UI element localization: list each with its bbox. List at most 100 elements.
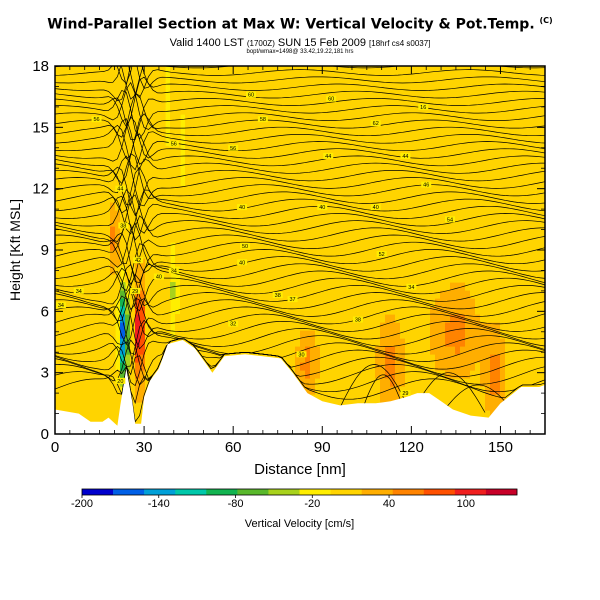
velocity-cell (425, 186, 431, 195)
velocity-cell (120, 290, 126, 299)
velocity-cell (275, 98, 281, 107)
velocity-cell (140, 138, 146, 147)
velocity-cell (240, 66, 246, 75)
velocity-cell (445, 362, 451, 371)
velocity-cell (240, 322, 246, 331)
velocity-cell (480, 274, 486, 283)
velocity-cell (285, 274, 291, 283)
velocity-cell (255, 170, 261, 179)
velocity-cell (280, 258, 286, 267)
velocity-cell (100, 314, 106, 323)
velocity-cell (250, 194, 256, 203)
velocity-cell (415, 258, 421, 267)
velocity-cell (495, 202, 501, 211)
velocity-cell (530, 122, 536, 131)
velocity-cell (290, 354, 296, 363)
velocity-cell (205, 114, 211, 123)
velocity-cell (215, 82, 221, 91)
velocity-cell (490, 258, 496, 267)
velocity-cell (325, 282, 331, 291)
velocity-cell (100, 210, 106, 219)
velocity-cell (475, 146, 481, 155)
velocity-cell (80, 370, 86, 379)
velocity-cell (85, 330, 91, 339)
velocity-cell (140, 186, 146, 195)
velocity-cell (515, 138, 521, 147)
velocity-cell (370, 370, 376, 379)
velocity-cell (330, 178, 336, 187)
velocity-cell (270, 306, 276, 315)
velocity-cell (315, 306, 321, 315)
velocity-cell (125, 266, 131, 275)
velocity-cell (90, 410, 96, 419)
velocity-cell (470, 154, 476, 163)
velocity-cell (215, 226, 221, 235)
velocity-cell (445, 266, 451, 275)
velocity-cell (420, 250, 426, 259)
velocity-cell (515, 114, 521, 123)
velocity-cell (405, 170, 411, 179)
velocity-cell (445, 146, 451, 155)
velocity-cell (85, 370, 91, 379)
velocity-cell (280, 346, 286, 355)
velocity-cell (395, 202, 401, 211)
velocity-cell (350, 122, 356, 131)
velocity-cell (470, 386, 476, 395)
velocity-cell (355, 162, 361, 171)
velocity-cell (195, 98, 201, 107)
velocity-cell (345, 266, 351, 275)
velocity-cell (340, 138, 346, 147)
velocity-cell (420, 90, 426, 99)
velocity-cell (440, 226, 446, 235)
velocity-cell (200, 66, 206, 75)
velocity-cell (360, 170, 366, 179)
velocity-cell (525, 314, 531, 323)
velocity-cell (485, 154, 491, 163)
velocity-cell (105, 202, 111, 211)
velocity-cell (145, 306, 151, 315)
velocity-cell (70, 154, 76, 163)
velocity-cell (310, 314, 316, 323)
velocity-cell (75, 66, 81, 75)
velocity-cell (230, 82, 236, 91)
velocity-cell (485, 322, 491, 331)
velocity-cell (395, 130, 401, 139)
velocity-cell (390, 386, 396, 395)
velocity-cell (385, 194, 391, 203)
velocity-cell (335, 290, 341, 299)
velocity-cell (325, 130, 331, 139)
velocity-cell (445, 242, 451, 251)
velocity-cell (530, 226, 536, 235)
velocity-cell (360, 242, 366, 251)
velocity-cell (80, 274, 86, 283)
velocity-cell (95, 354, 101, 363)
velocity-cell (445, 354, 451, 363)
velocity-cell (370, 210, 376, 219)
velocity-cell (450, 74, 456, 83)
velocity-cell (255, 322, 261, 331)
velocity-cell (375, 90, 381, 99)
velocity-cell (375, 314, 381, 323)
velocity-cell (480, 194, 486, 203)
velocity-cell (460, 106, 466, 115)
velocity-cell (355, 186, 361, 195)
velocity-cell (90, 66, 96, 75)
velocity-cell (350, 202, 356, 211)
velocity-cell (315, 346, 321, 355)
velocity-cell (430, 122, 436, 131)
velocity-cell (275, 146, 281, 155)
velocity-cell (235, 298, 241, 307)
velocity-cell (420, 210, 426, 219)
velocity-cell (90, 338, 96, 347)
velocity-cell (75, 98, 81, 107)
velocity-cell (115, 122, 121, 131)
velocity-cell (315, 274, 321, 283)
velocity-cell (410, 242, 416, 251)
velocity-cell (405, 90, 411, 99)
velocity-cell (470, 250, 476, 259)
velocity-cell (340, 378, 346, 387)
velocity-cell (230, 218, 236, 227)
velocity-cell (205, 130, 211, 139)
velocity-cell (510, 330, 516, 339)
velocity-cell (345, 194, 351, 203)
